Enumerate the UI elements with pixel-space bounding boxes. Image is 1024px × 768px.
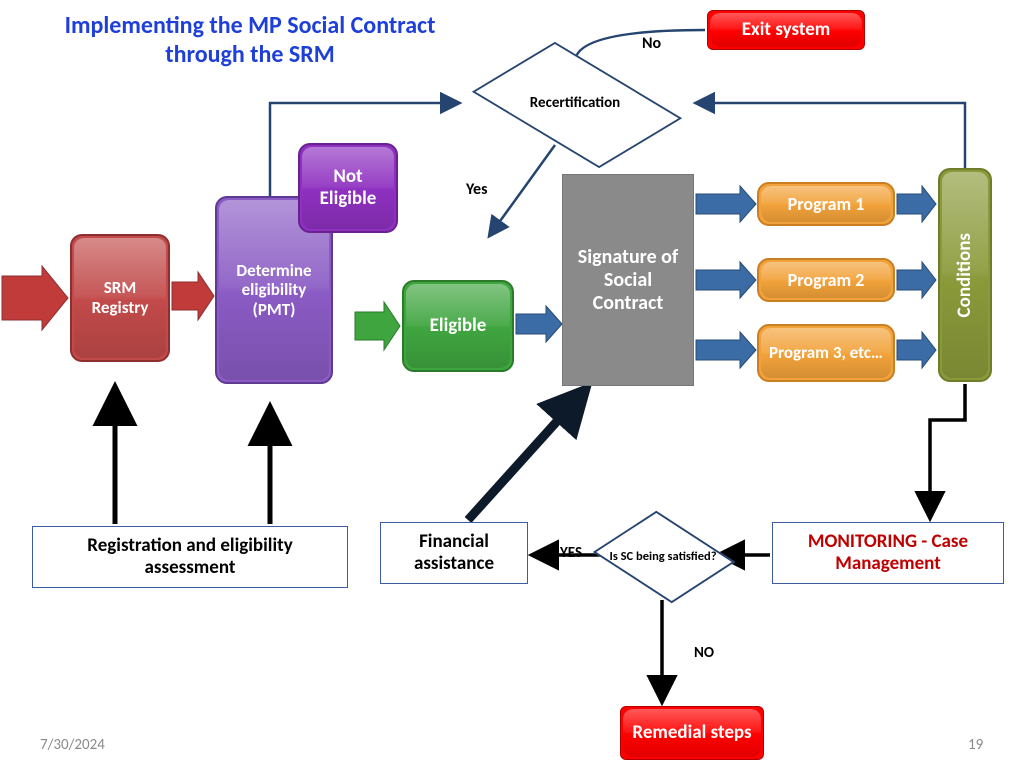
arrow-prog2-to-cond <box>897 262 936 298</box>
node-program-3-label: Program 3, etc… <box>769 343 883 363</box>
footer-page: 19 <box>968 736 983 754</box>
node-srm-registry: SRM Registry <box>70 234 170 362</box>
node-conditions-label: Conditions <box>954 233 976 317</box>
node-signature-label: Signature of Social Contract <box>569 246 687 315</box>
node-exit-system-label: Exit system <box>742 19 830 41</box>
node-program-1: Program 1 <box>757 182 895 226</box>
textbox-reg-assess: Registration and eligibility assessment <box>32 526 348 588</box>
arrow-sig-to-prog2 <box>696 262 756 298</box>
node-eligible-label: Eligible <box>430 315 487 337</box>
node-exit-system: Exit system <box>707 10 865 50</box>
arrow-sig-to-prog1 <box>696 186 756 222</box>
footer-date: 7/30/2024 <box>40 736 105 754</box>
node-conditions: Conditions <box>938 168 992 382</box>
node-program-1-label: Program 1 <box>788 194 865 215</box>
arrow-eligible-to-signature <box>516 306 562 342</box>
arrow-determine-to-eligible <box>355 302 400 350</box>
label-yes-recert: Yes <box>466 180 487 199</box>
arrow-prog3-to-cond <box>897 332 936 368</box>
node-program-2-label: Program 2 <box>788 270 865 291</box>
node-program-2: Program 2 <box>757 258 895 302</box>
line-recert-yes <box>490 145 555 235</box>
arrow-prog1-to-cond <box>897 186 936 222</box>
node-not-eligible-label: Not Eligible <box>306 166 390 210</box>
node-signature: Signature of Social Contract <box>562 174 694 386</box>
node-remedial: Remedial steps <box>620 706 764 760</box>
label-yes-sc: YES <box>560 544 582 562</box>
arrow-entry <box>2 266 68 330</box>
slide-title: Implementing the MP Social Contract thro… <box>30 12 470 70</box>
title-line-1: Implementing the MP Social Contract <box>65 11 436 40</box>
label-no-sc: NO <box>694 644 714 662</box>
diamond-recertification-label: Recertification <box>465 92 685 114</box>
node-srm-registry-label: SRM Registry <box>78 278 162 317</box>
diamond-is-sc-label: Is SC being satisfied? <box>606 530 720 582</box>
arrow-sig-to-prog3 <box>696 332 756 368</box>
line-recert-to-exit <box>575 30 705 62</box>
arrow-fin-to-sig <box>468 398 578 520</box>
node-determine-label: Determine eligibility (PMT) <box>223 261 325 320</box>
title-line-2: through the SRM <box>165 40 334 69</box>
arrow-cond-to-mon <box>930 384 965 516</box>
textbox-monitoring-label: MONITORING - Case Management <box>781 531 995 575</box>
line-cond-to-recert <box>697 103 965 168</box>
textbox-reg-assess-label: Registration and eligibility assessment <box>41 535 339 579</box>
node-eligible: Eligible <box>402 280 514 372</box>
textbox-monitoring: MONITORING - Case Management <box>772 522 1004 584</box>
node-remedial-label: Remedial steps <box>632 722 751 744</box>
node-not-eligible: Not Eligible <box>298 143 398 233</box>
label-no: No <box>642 34 661 53</box>
textbox-fin-assist-label: Financial assistance <box>389 531 519 575</box>
textbox-fin-assist: Financial assistance <box>380 522 528 584</box>
node-program-3: Program 3, etc… <box>757 324 895 382</box>
arrow-srm-to-determine <box>172 272 214 320</box>
